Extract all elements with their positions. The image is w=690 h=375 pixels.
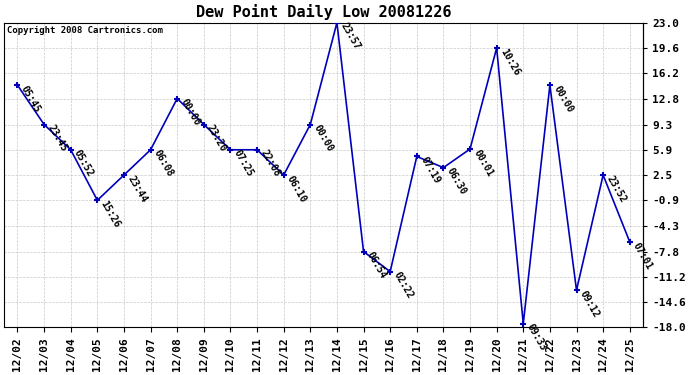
Text: 02:22: 02:22 [391,270,415,301]
Text: 23:45: 23:45 [46,123,69,154]
Text: 06:08: 06:08 [152,148,175,179]
Text: 07:01: 07:01 [631,240,655,271]
Text: 06:54: 06:54 [365,250,388,280]
Title: Dew Point Daily Low 20081226: Dew Point Daily Low 20081226 [196,4,451,20]
Text: 05:45: 05:45 [19,84,42,114]
Text: 05:52: 05:52 [72,148,95,179]
Text: 00:00: 00:00 [551,84,575,114]
Text: 00:00: 00:00 [179,97,202,128]
Text: 09:33: 09:33 [524,322,548,353]
Text: 06:30: 06:30 [445,166,468,196]
Text: 00:01: 00:01 [471,148,495,178]
Text: Copyright 2008 Cartronics.com: Copyright 2008 Cartronics.com [8,26,164,35]
Text: 06:10: 06:10 [285,174,308,204]
Text: 23:44: 23:44 [126,174,148,204]
Text: 07:25: 07:25 [232,148,255,179]
Text: 23:20: 23:20 [205,123,228,154]
Text: 09:12: 09:12 [578,289,601,319]
Text: 23:57: 23:57 [338,21,362,52]
Text: 15:26: 15:26 [99,199,122,230]
Text: 00:00: 00:00 [312,123,335,154]
Text: 07:19: 07:19 [418,155,442,186]
Text: 23:52: 23:52 [604,174,628,204]
Text: 22:08: 22:08 [259,148,282,179]
Text: 10:26: 10:26 [498,46,522,77]
